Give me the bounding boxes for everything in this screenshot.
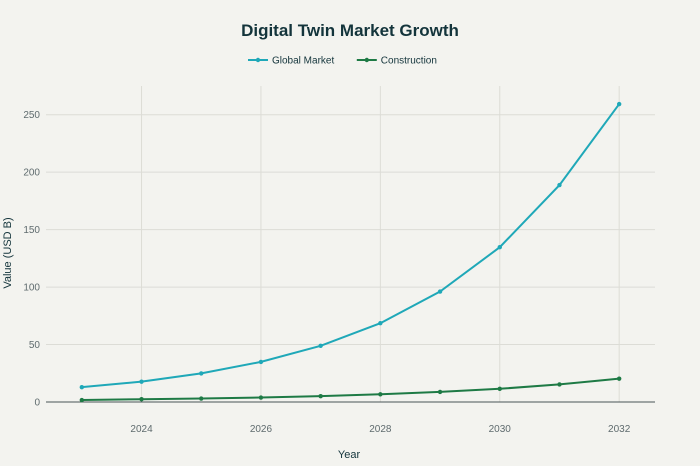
legend-item: Construction bbox=[356, 56, 437, 67]
data-point bbox=[318, 343, 323, 349]
y-axis-label: Value (USD B) bbox=[2, 217, 14, 288]
series-line bbox=[81, 103, 620, 389]
data-point bbox=[258, 359, 264, 365]
y-tick-label: 200 bbox=[23, 168, 40, 179]
data-point bbox=[139, 379, 144, 384]
data-point bbox=[79, 397, 85, 403]
chart-title: Digital Twin Market Growth bbox=[241, 21, 459, 40]
x-axis-label: Year bbox=[338, 449, 361, 461]
series-global-market bbox=[79, 101, 622, 390]
legend-label: Construction bbox=[381, 56, 437, 67]
data-point bbox=[437, 289, 443, 294]
series-construction bbox=[79, 376, 622, 403]
y-tick-label: 50 bbox=[29, 340, 41, 351]
data-point bbox=[378, 392, 383, 397]
axes: 0 50 100 150 200 250 2024 2026 2028 2030 2032 bbox=[23, 110, 655, 435]
y-tick-label: 100 bbox=[23, 283, 40, 294]
legend-label: Global Market bbox=[272, 56, 334, 67]
legend-item: Global Market bbox=[248, 56, 334, 67]
data-point bbox=[616, 101, 622, 107]
y-tick-label: 250 bbox=[23, 110, 40, 121]
x-tick-label: 2032 bbox=[608, 424, 631, 435]
legend-marker bbox=[255, 57, 261, 63]
data-point bbox=[318, 393, 323, 399]
y-tick-label: 0 bbox=[34, 398, 40, 409]
series-line bbox=[81, 377, 620, 402]
x-tick-label: 2028 bbox=[369, 424, 392, 435]
legend-marker bbox=[364, 57, 369, 63]
data-point bbox=[497, 245, 502, 250]
data-point bbox=[199, 396, 204, 401]
data-point bbox=[139, 397, 144, 402]
data-point bbox=[258, 395, 264, 400]
grid bbox=[46, 86, 655, 402]
legend: Global Market Construction bbox=[248, 56, 437, 67]
data-point bbox=[437, 389, 443, 395]
data-point bbox=[557, 382, 562, 387]
data-point bbox=[378, 320, 383, 326]
series-layer bbox=[79, 101, 622, 403]
data-point bbox=[616, 376, 622, 381]
data-point bbox=[557, 182, 562, 188]
x-tick-label: 2026 bbox=[250, 424, 273, 435]
y-tick-label: 150 bbox=[23, 225, 40, 236]
x-tick-label: 2030 bbox=[489, 424, 512, 435]
data-point bbox=[497, 386, 502, 391]
data-point bbox=[79, 384, 85, 390]
data-point bbox=[199, 371, 204, 376]
x-tick-label: 2024 bbox=[130, 424, 153, 435]
